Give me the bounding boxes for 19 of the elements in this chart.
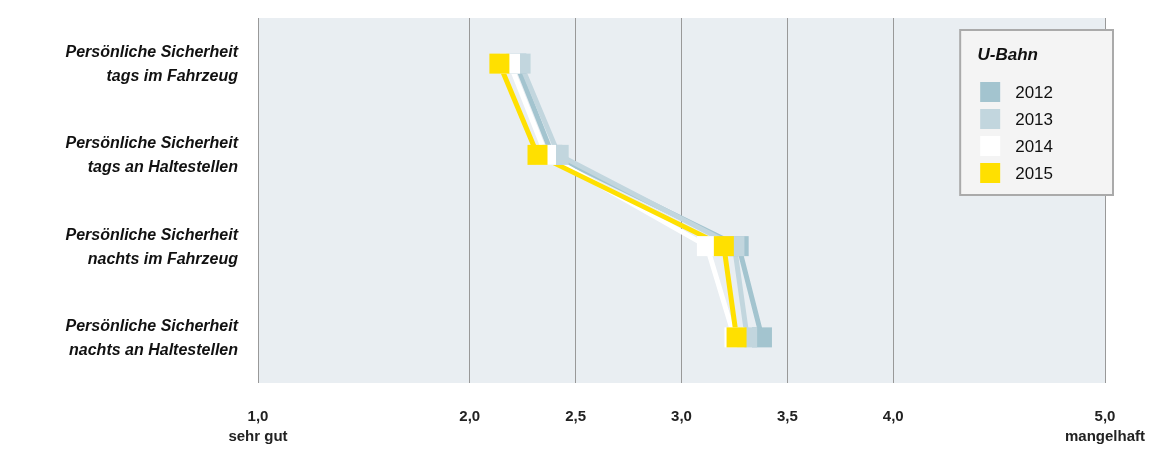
legend-label: 2012 xyxy=(1015,82,1054,102)
x-tick-label: 5,0 mangelhaft xyxy=(1064,406,1145,444)
x-tick-label: 4,0 xyxy=(882,406,904,424)
y-tick-label: Persönliche Sicherheit tags an Haltestellen xyxy=(65,134,239,176)
x-tick-label: 1,0 sehr gut xyxy=(228,406,288,444)
legend-label: 2015 xyxy=(1015,163,1054,183)
x-tick-label: 3,0 xyxy=(671,406,692,424)
x-tick-label: 3,5 xyxy=(776,406,798,424)
legend-label: 2013 xyxy=(1015,109,1054,129)
y-tick-label: Persönliche Sicherheit tags im Fahrzeug xyxy=(65,43,239,85)
x-tick-label: 2,5 xyxy=(565,406,587,424)
x-tick-label: 2,0 xyxy=(459,406,481,424)
point xyxy=(713,236,734,257)
point xyxy=(527,144,548,165)
legend-label: 2014 xyxy=(1015,136,1054,156)
legend-title: U-Bahn xyxy=(977,45,1039,64)
y-tick-label: Persönliche Sicherheit nachts im Fahrzeug xyxy=(65,225,239,267)
y-tick-label: Persönliche Sicherheit nachts an Haltestellen xyxy=(65,316,239,358)
point xyxy=(489,53,510,74)
